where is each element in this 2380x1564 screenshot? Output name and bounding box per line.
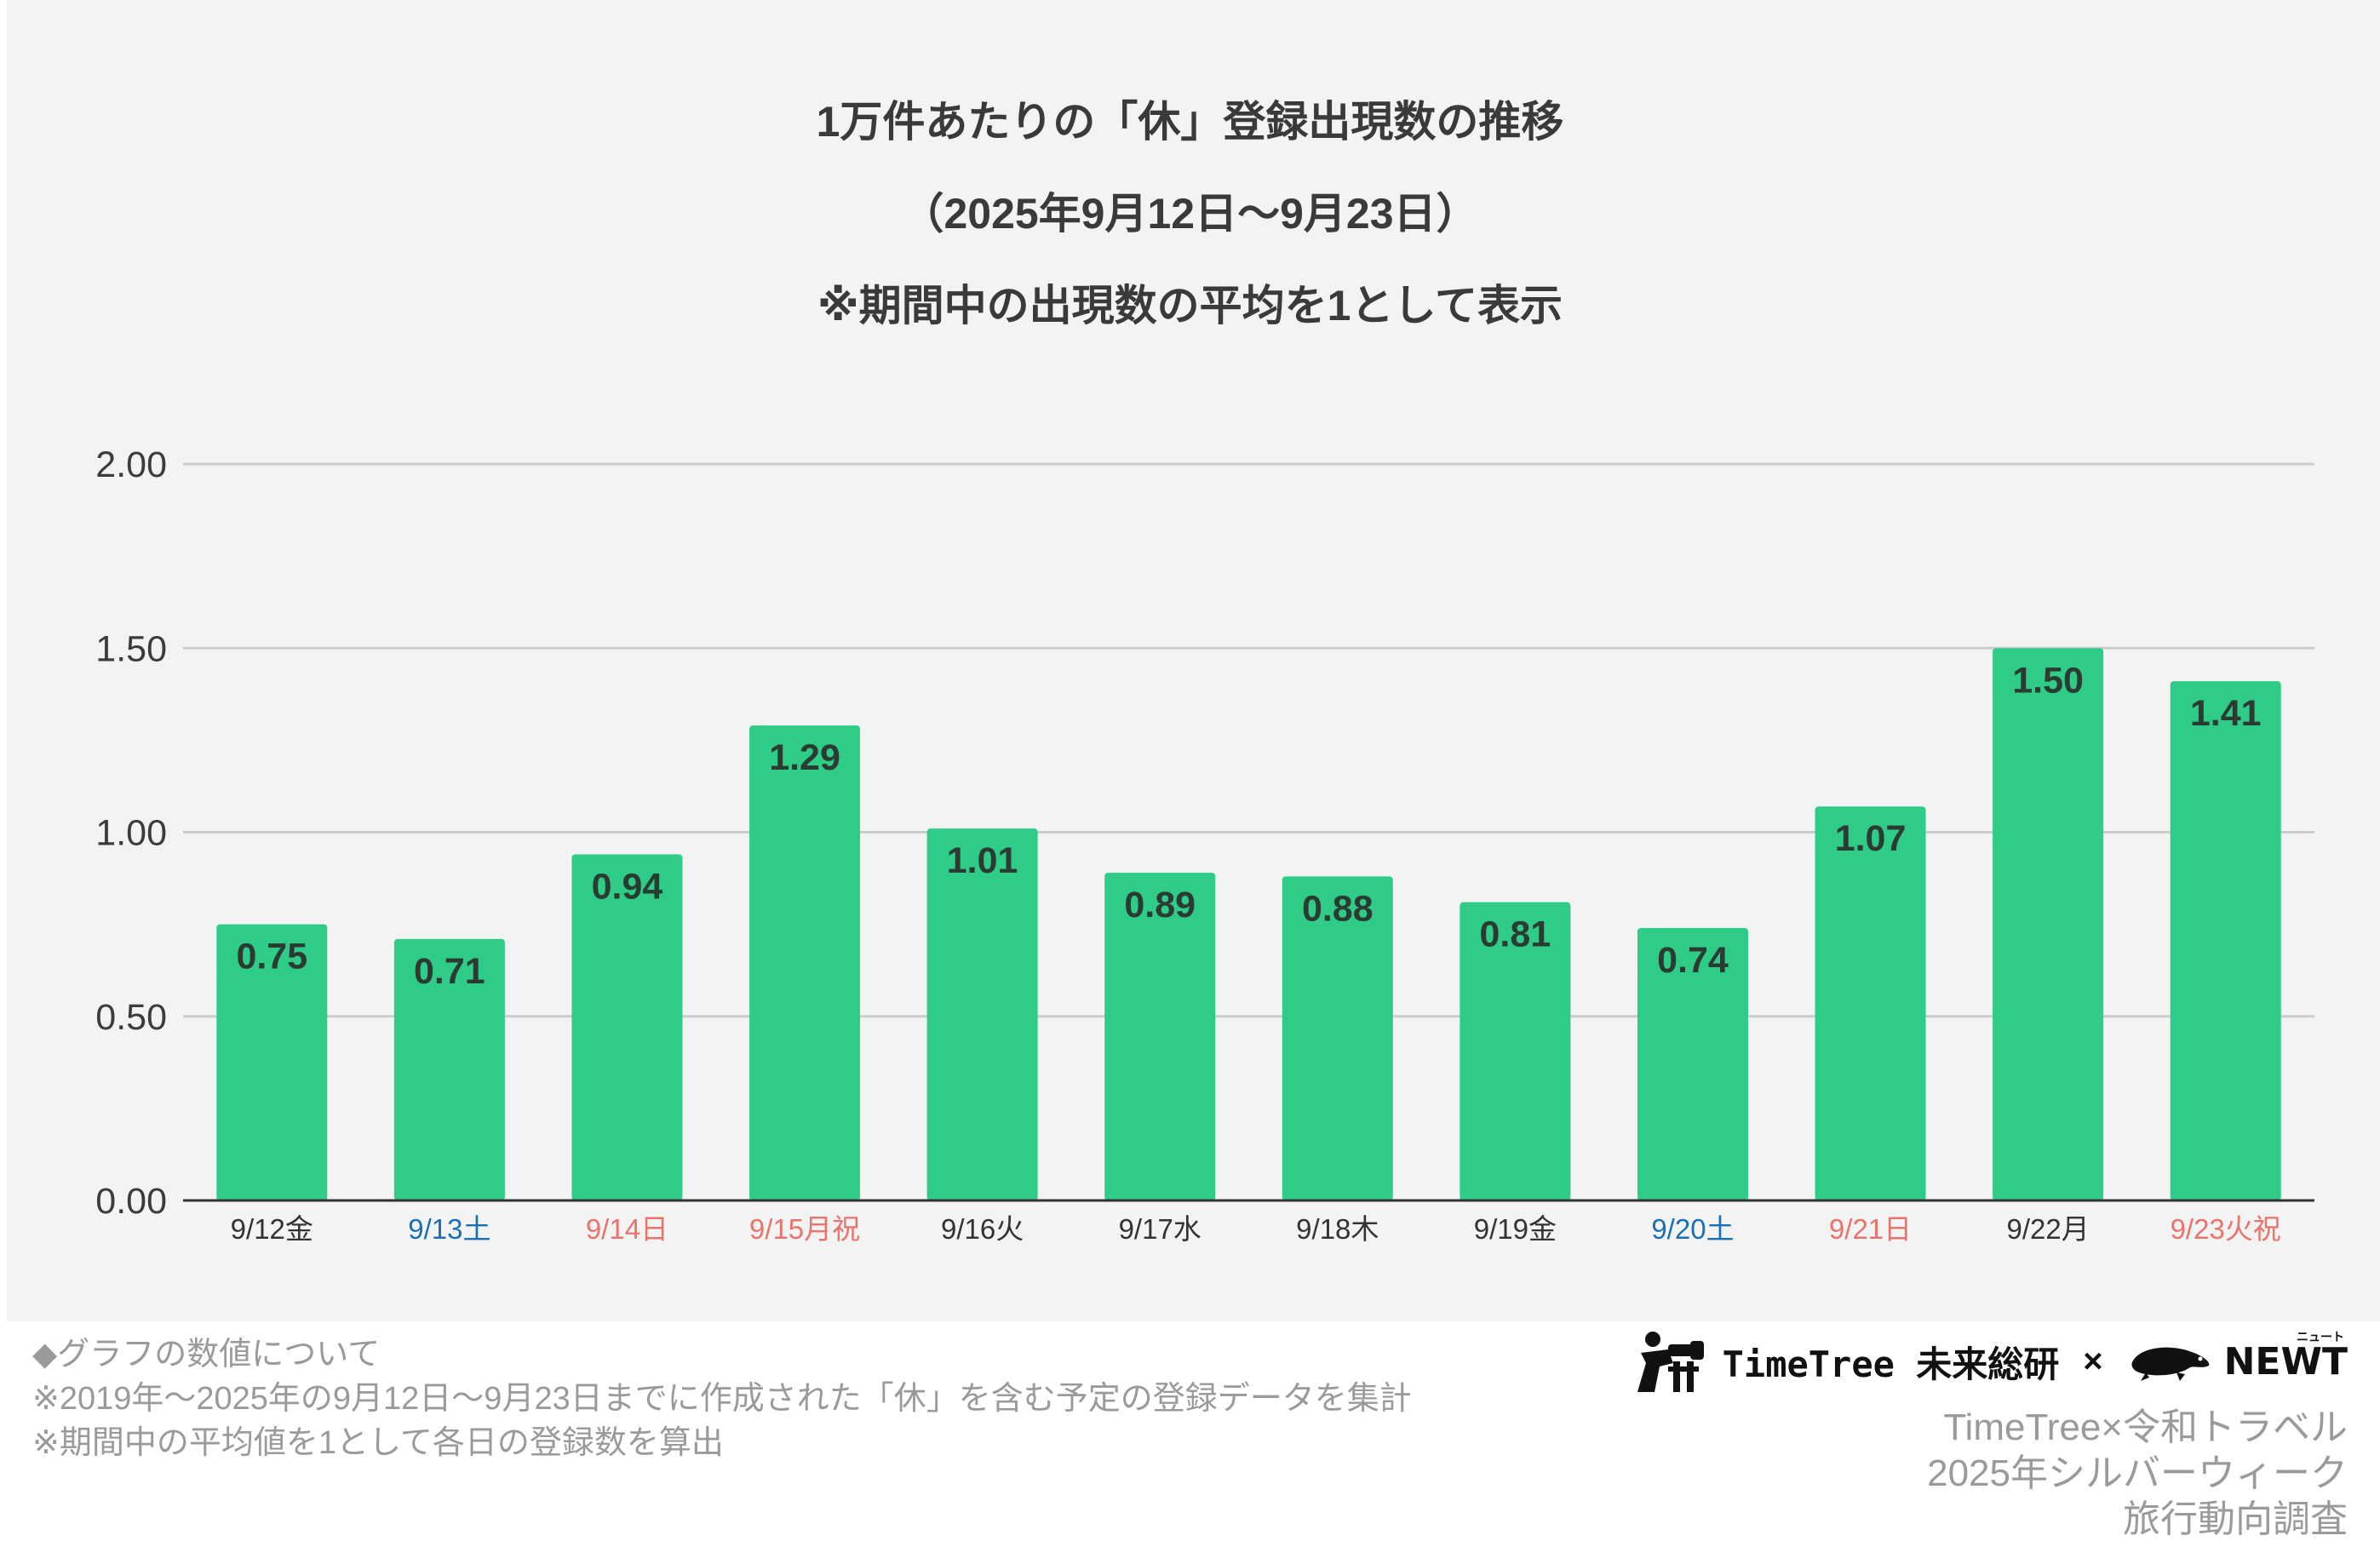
bar-data-label: 0.81 bbox=[1480, 914, 1551, 955]
bar-chart: 0.75 0.71 0.94 1.29 1.01 0.89 0.88 0.81 0.74 1.07… bbox=[95, 444, 2314, 1245]
x-tick-label: 9/22月 bbox=[2007, 1213, 2090, 1245]
bar bbox=[1282, 876, 1393, 1200]
gridlines bbox=[183, 462, 2314, 1018]
y-tick-label: 0.00 bbox=[95, 1181, 167, 1222]
footnote: ◆グラフの数値について ※2019年〜2025年の9月12日〜9月23日までに作… bbox=[32, 1332, 1412, 1465]
brand-lines: TimeTree×令和トラベル 2025年シルバーウィーク 旅行動向調査 bbox=[1634, 1405, 2348, 1543]
chart-title-line-3: ※期間中の出現数の平均を1として表示 bbox=[817, 282, 1563, 329]
y-tick-label: 1.00 bbox=[95, 813, 167, 854]
binoculars-person-icon bbox=[1637, 1332, 1704, 1392]
y-tick-label: 0.50 bbox=[95, 997, 167, 1038]
brand-block: TimeTree 未来総研 × NEWT ニュート TimeTree×令和トラベル… bbox=[1634, 1328, 2348, 1543]
bar-data-label: 0.75 bbox=[236, 937, 307, 977]
bar bbox=[216, 924, 328, 1200]
newt-logo-ruby: ニュート bbox=[2297, 1330, 2344, 1344]
x-tick-label: 9/20土 bbox=[1651, 1213, 1734, 1245]
y-tick-label: 1.50 bbox=[95, 628, 167, 669]
newt-logo-word: NEWT bbox=[2223, 1339, 2348, 1384]
bar-data-label: 1.07 bbox=[1835, 818, 1907, 859]
x-tick-label: 9/23火祝 bbox=[2171, 1213, 2281, 1245]
x-tick-label: 9/21日 bbox=[1829, 1213, 1912, 1245]
bar-data-label: 0.74 bbox=[1657, 940, 1729, 981]
brand-logos: TimeTree 未来総研 × NEWT ニュート bbox=[1634, 1328, 2348, 1395]
bar-data-label: 0.89 bbox=[1124, 885, 1196, 925]
bar bbox=[2170, 681, 2281, 1200]
footnote-line-2: ※期間中の平均値を1として各日の登録数を算出 bbox=[32, 1425, 724, 1461]
bar-data-label: 1.41 bbox=[2190, 693, 2262, 734]
x-tick-label: 9/14日 bbox=[586, 1213, 668, 1245]
newt-logo-text: NEWT ニュート bbox=[2223, 1331, 2348, 1384]
bar-data-label: 1.29 bbox=[769, 737, 840, 778]
bar bbox=[393, 938, 505, 1200]
bar bbox=[749, 725, 861, 1200]
chart-title-line-2: （2025年9月12日〜9月23日） bbox=[901, 190, 1479, 238]
y-tick-label: 2.00 bbox=[95, 444, 167, 485]
timetree-logo-text: TimeTree 未来総研 bbox=[1722, 1343, 2060, 1385]
bar-data-label: 0.71 bbox=[414, 951, 485, 992]
x-tick-label: 9/17水 bbox=[1119, 1213, 1201, 1245]
bar-data-label: 1.50 bbox=[2012, 660, 2084, 701]
brand-line-1: TimeTree×令和トラベル bbox=[1943, 1406, 2348, 1448]
x-tick-label: 9/18木 bbox=[1296, 1213, 1379, 1245]
bar-data-label: 0.88 bbox=[1302, 888, 1374, 929]
brand-line-3: 旅行動向調査 bbox=[2123, 1498, 2348, 1540]
y-axis: 0.00 0.50 1.00 1.50 2.00 bbox=[95, 444, 167, 1222]
brand-separator: × bbox=[2083, 1342, 2103, 1380]
x-tick-label: 9/15月祝 bbox=[749, 1213, 860, 1245]
bar bbox=[571, 854, 683, 1200]
x-tick-label: 9/12金 bbox=[231, 1213, 313, 1245]
footnote-heading: ◆グラフの数値について bbox=[32, 1337, 381, 1372]
bar bbox=[1993, 648, 2104, 1200]
bar-labels: 0.75 0.71 0.94 1.29 1.01 0.89 0.88 0.81 0.74 1.07… bbox=[236, 660, 2261, 992]
x-tick-label: 9/13土 bbox=[408, 1213, 490, 1245]
bar-data-label: 1.01 bbox=[947, 840, 1018, 881]
bar bbox=[1815, 806, 1926, 1200]
chart-title-line-1: 1万件あたりの「休」登録出現数の推移 bbox=[816, 98, 1564, 146]
x-axis: 9/12金 9/13土 9/14日 9/15月祝 9/16火 9/17水 9/18木 9/19… bbox=[183, 1199, 2314, 1245]
chart-title: 1万件あたりの「休」登録出現数の推移 （2025年9月12日〜9月23日） ※期… bbox=[0, 53, 2380, 375]
bar bbox=[1637, 927, 1748, 1200]
footnote-line-1: ※2019年〜2025年の9月12日〜9月23日までに作成された「休」を含む予定… bbox=[32, 1381, 1412, 1417]
x-tick-label: 9/19金 bbox=[1474, 1213, 1557, 1245]
bar bbox=[926, 828, 1038, 1200]
bar bbox=[1104, 873, 1216, 1200]
brand-line-2: 2025年シルバーウィーク bbox=[1927, 1452, 2348, 1494]
newt-icon bbox=[2131, 1347, 2209, 1381]
x-tick-label: 9/16火 bbox=[941, 1213, 1024, 1245]
bar-data-label: 0.94 bbox=[592, 866, 663, 907]
bars bbox=[216, 648, 2281, 1200]
bar bbox=[1460, 902, 1571, 1200]
